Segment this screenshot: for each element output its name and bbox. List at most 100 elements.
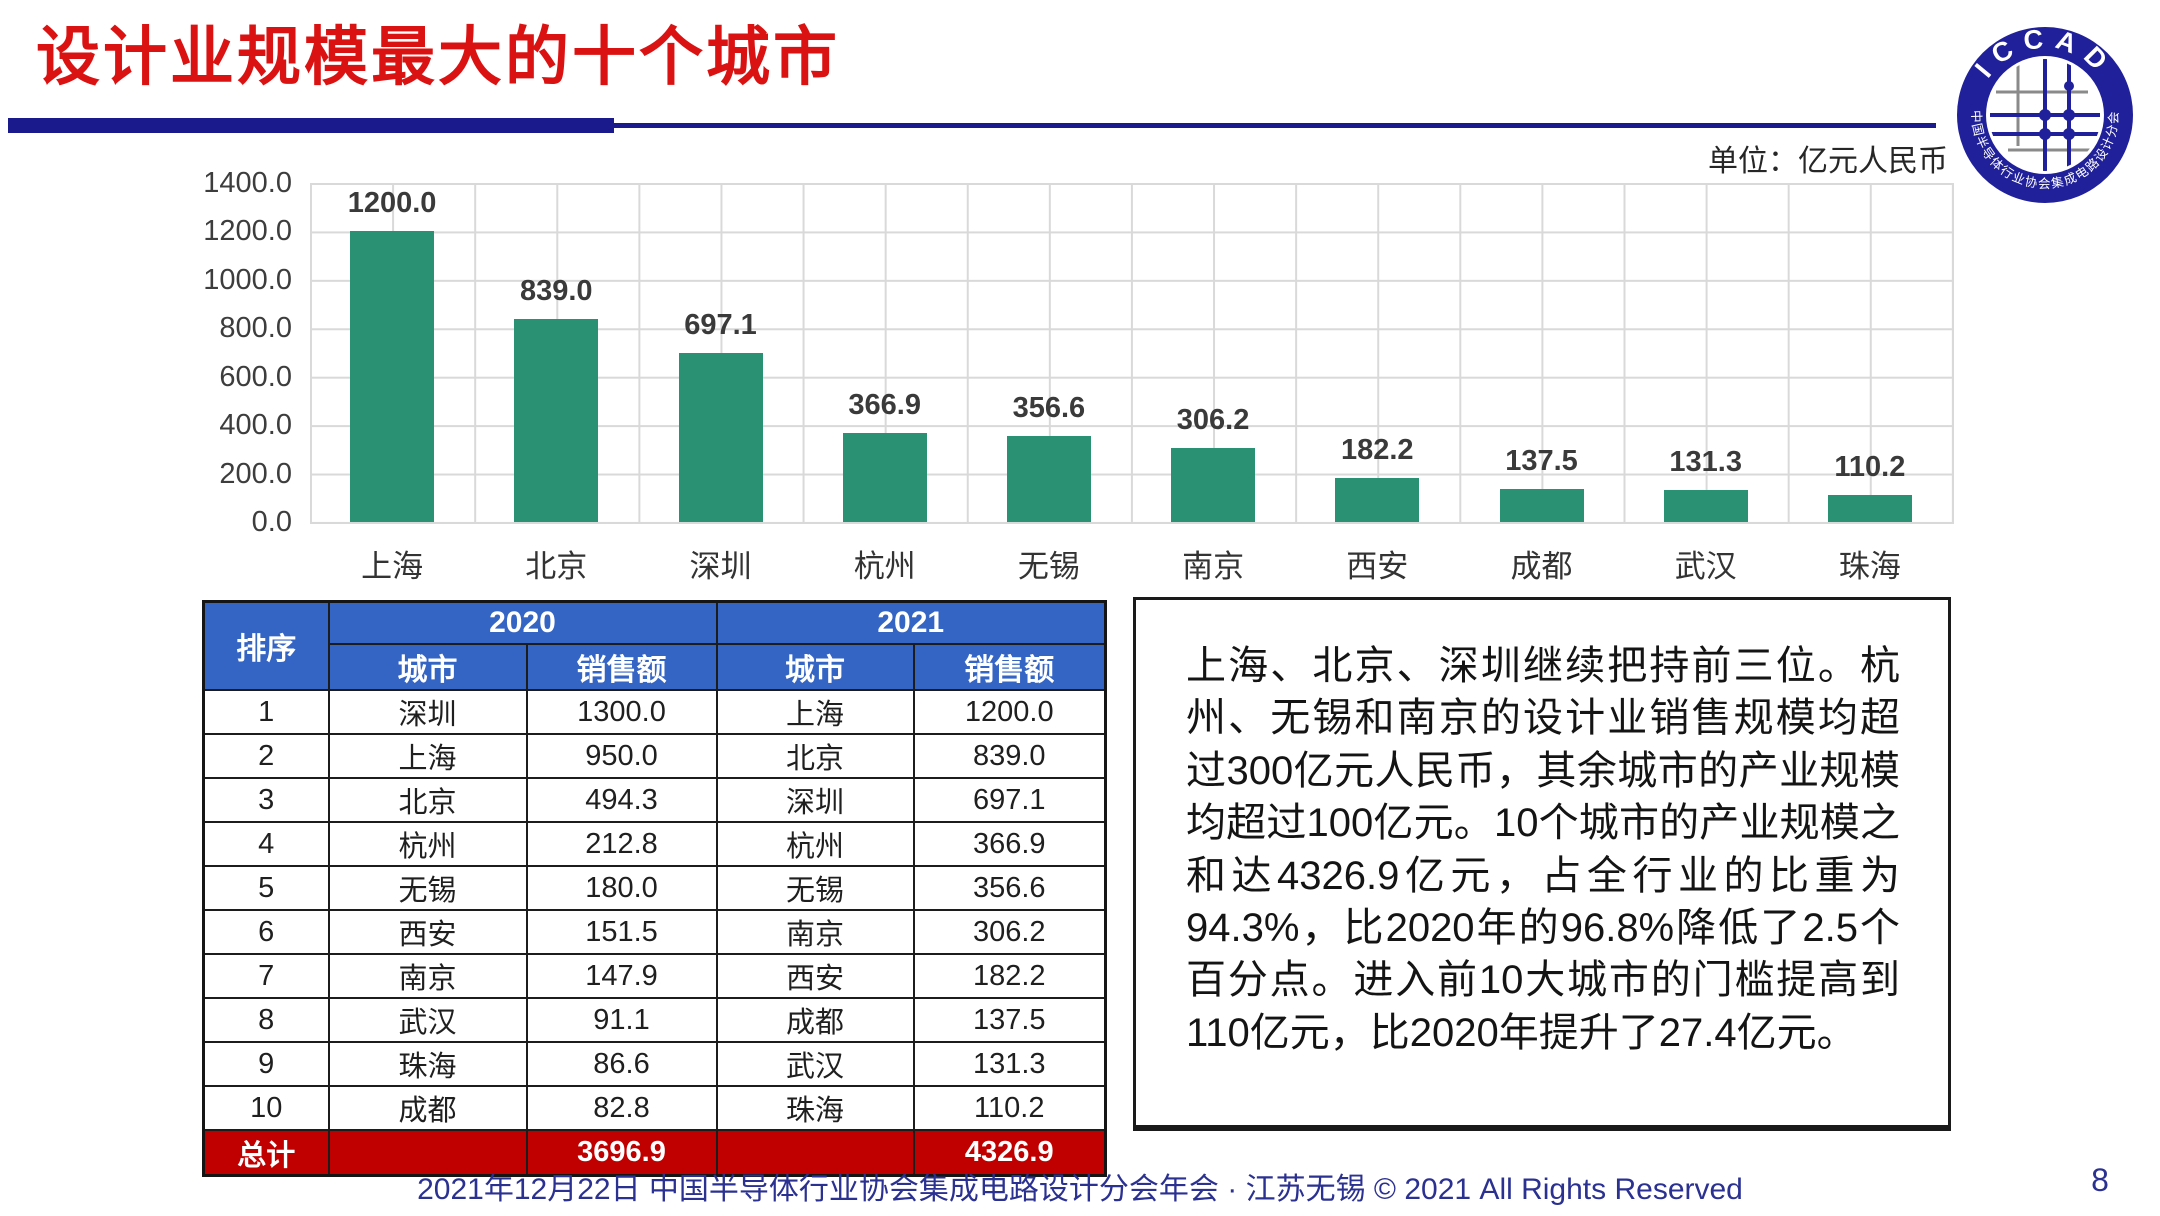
cell-rank: 1 [202,689,330,735]
cell-sales-2020: 147.9 [525,953,718,999]
title-underline-thick [8,118,614,133]
bar-南京 [1171,447,1256,522]
cell-city-2020: 武汉 [327,997,528,1043]
cell-city-2020: 杭州 [327,821,528,867]
cell-city-2021: 杭州 [715,821,915,867]
cell-city-2021: 珠海 [715,1085,915,1131]
cell-total-sales-2021: 4326.9 [912,1129,1107,1177]
bar-value-label: 110.2 [1834,451,1906,484]
cell-sales-2020: 82.8 [525,1085,718,1131]
table-row: 7 南京 147.9 西安 182.2 [202,953,1107,999]
page-number: 8 [2091,1162,2109,1198]
cell-city-2020: 无锡 [327,865,528,911]
y-axis-tick-label: 0.0 [251,506,292,538]
cell-sales-2020: 91.1 [525,997,718,1043]
cell-rank: 2 [202,733,330,779]
cell-city-2021: 深圳 [715,777,915,823]
cell-sales-2021: 110.2 [912,1085,1107,1131]
bar-杭州 [842,433,927,522]
chart-unit-label: 单位：亿元人民币 [1708,145,1948,178]
table-row: 2 上海 950.0 北京 839.0 [202,733,1107,779]
table-header-sales-2021: 销售额 [912,643,1107,691]
cell-city-2021: 南京 [715,909,915,955]
bar-value-label: 306.2 [1176,403,1250,436]
bar-value-label: 1200.0 [347,187,437,220]
cell-sales-2020: 212.8 [525,821,718,867]
y-axis-tick-label: 200.0 [219,457,292,490]
cell-total-empty [327,1129,528,1177]
cell-total-empty [715,1129,915,1177]
table-total-row: 总计 3696.9 4326.9 [202,1129,1107,1177]
footer-text: 2021年12月22日 中国半导体行业协会集成电路设计分会年会 · 江苏无锡 ©… [417,1173,1743,1206]
cell-sales-2020: 86.6 [525,1041,718,1087]
cell-sales-2020: 180.0 [525,865,718,911]
cell-sales-2021: 697.1 [912,777,1107,823]
bar-无锡 [1006,435,1091,522]
cell-rank: 6 [202,909,330,955]
cell-city-2021: 成都 [715,997,915,1043]
cell-sales-2021: 182.2 [912,953,1107,999]
cell-city-2020: 珠海 [327,1041,528,1087]
y-axis-tick-label: 1000.0 [203,263,292,296]
table-row: 1 深圳 1300.0 上海 1200.0 [202,689,1107,735]
bar-北京 [514,318,599,522]
y-axis-tick-label: 400.0 [219,409,292,442]
table-header-year-2021: 2021 [715,600,1107,645]
cell-sales-2021: 1200.0 [912,689,1107,735]
commentary-text: 上海、北京、深圳继续把持前三位。杭州、无锡和南京的设计业销售规模均超过300亿元… [1186,644,1900,1055]
cell-city-2021: 西安 [715,953,915,999]
cell-sales-2020: 950.0 [525,733,718,779]
table-row: 9 珠海 86.6 武汉 131.3 [202,1041,1107,1087]
cell-sales-2021: 356.6 [912,865,1107,911]
iccad-logo-icon: ICCAD 中国半导体行业协会集成电路设计分会 [1957,26,2133,203]
table-row: 3 北京 494.3 深圳 697.1 [202,777,1107,823]
cell-city-2020: 成都 [327,1085,528,1131]
cell-sales-2021: 131.3 [912,1041,1107,1087]
table-row: 5 无锡 180.0 无锡 356.6 [202,865,1107,911]
table-header-sales-2020: 销售额 [525,643,718,691]
cell-city-2021: 武汉 [715,1041,915,1087]
bar-成都 [1499,488,1584,522]
cell-city-2020: 西安 [327,909,528,955]
bar-value-label: 182.2 [1340,433,1414,466]
cell-city-2021: 北京 [715,733,915,779]
y-axis-tick-label: 1200.0 [203,215,292,248]
x-axis-category-label: 南京 [1182,549,1245,584]
table-row: 10 成都 82.8 珠海 110.2 [202,1085,1107,1131]
cell-rank: 9 [202,1041,330,1087]
cell-city-2020: 深圳 [327,689,528,735]
table-row: 4 杭州 212.8 杭州 366.9 [202,821,1107,867]
cell-sales-2020: 494.3 [525,777,718,823]
cell-sales-2021: 306.2 [912,909,1107,955]
x-axis-category-label: 深圳 [689,549,752,584]
bar-深圳 [678,353,763,522]
x-axis-category-label: 珠海 [1838,549,1901,584]
cell-rank: 3 [202,777,330,823]
table-row: 8 武汉 91.1 成都 137.5 [202,997,1107,1043]
cell-rank: 4 [202,821,330,867]
cell-rank: 5 [202,865,330,911]
bar-上海 [350,231,435,522]
y-axis-tick-label: 800.0 [219,312,292,345]
x-axis-category-label: 无锡 [1017,549,1080,584]
commentary-box: 上海、北京、深圳继续把持前三位。杭州、无锡和南京的设计业销售规模均超过300亿元… [1133,597,1951,1131]
bar-珠海 [1827,495,1912,522]
cell-total-sales-2020: 3696.9 [525,1129,718,1177]
cell-sales-2020: 1300.0 [525,689,718,735]
cell-rank: 7 [202,953,330,999]
table-header-rank: 排序 [202,600,330,691]
cell-sales-2021: 839.0 [912,733,1107,779]
bar-value-label: 366.9 [848,389,921,422]
cell-sales-2020: 151.5 [525,909,718,955]
table-header-city-2020: 城市 [327,643,528,691]
cell-city-2020: 北京 [327,777,528,823]
bar-chart: 1400.0 1200.0 1000.0 800.0 600.0 400.0 200.0 0.… [203,167,1954,584]
cell-rank: 8 [202,997,330,1043]
page-title: 设计业规模最大的十个城市 [36,21,840,93]
table-row: 6 西安 151.5 南京 306.2 [202,909,1107,955]
city-ranking-table: 排序 2020 2021 城市 销售额 城市 销售额 1 深圳 1300.0 上海 12… [202,600,1107,1177]
cell-sales-2021: 137.5 [912,997,1107,1043]
title-underline-thin [614,123,1936,128]
cell-city-2021: 无锡 [715,865,915,911]
